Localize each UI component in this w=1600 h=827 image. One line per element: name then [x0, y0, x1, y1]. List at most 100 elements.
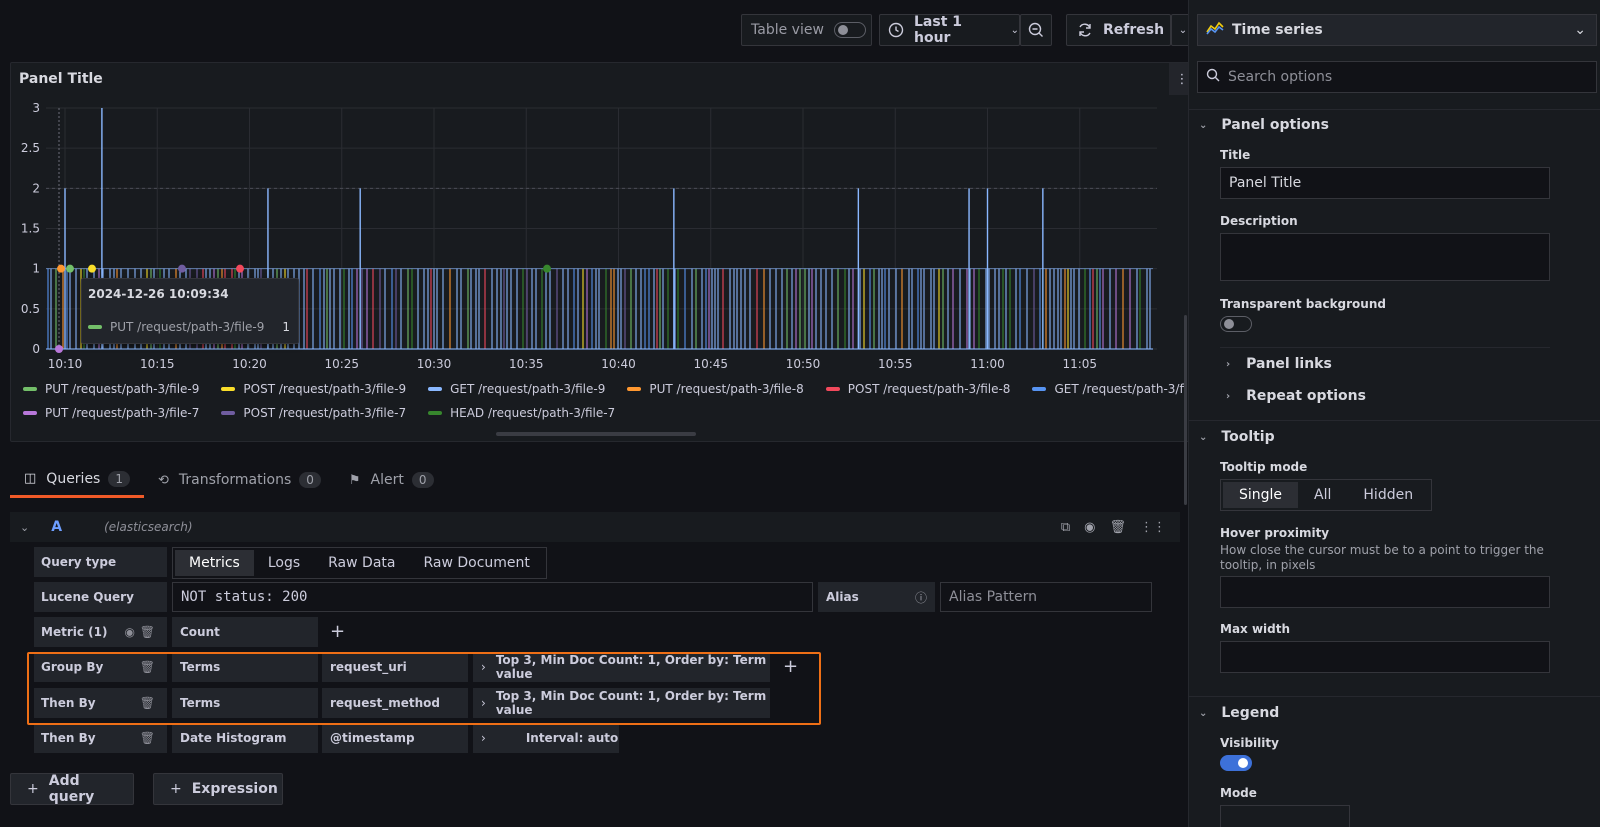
then-by-2-settings[interactable]: › Interval: auto	[473, 723, 619, 753]
chevron-down-icon[interactable]: ⌄	[20, 520, 30, 534]
query-type-label: Query type	[34, 547, 167, 577]
group-by-field-select[interactable]: request_uri	[322, 652, 468, 682]
zoom-out-button[interactable]	[1020, 14, 1052, 46]
x-tick-label: 10:20	[232, 357, 267, 371]
alias-input[interactable]: Alias Pattern	[940, 582, 1152, 612]
tab-label: Alert	[370, 472, 404, 488]
trash-icon[interactable]: 🗑	[1109, 519, 1126, 535]
x-tick-label: 10:40	[601, 357, 636, 371]
legend-item[interactable]: GET /request/path-3/file-9	[428, 382, 605, 396]
tooltip-section-header[interactable]: ⌄ Tooltip	[1199, 429, 1275, 445]
tab-count: 0	[299, 472, 321, 488]
add-metric-icon[interactable]: +	[330, 621, 346, 642]
legend-item[interactable]: GET /request/path-3/file-8	[1032, 382, 1210, 396]
hover-proximity-label: Hover proximity	[1220, 526, 1330, 540]
x-tick-label: 10:45	[693, 357, 728, 371]
hover-proximity-description: How close the cursor must be to a point …	[1220, 543, 1544, 572]
chevron-down-icon: ⌄	[1178, 24, 1188, 36]
legend-item[interactable]: PUT /request/path-3/file-8	[627, 382, 804, 396]
table-view-switch[interactable]	[833, 22, 866, 38]
repeat-options-header[interactable]: › Repeat options	[1220, 388, 1550, 404]
then-by-settings-text: Top 3, Min Doc Count: 1, Order by: Term …	[495, 689, 767, 717]
hover-point	[236, 264, 244, 273]
tab-count: 1	[108, 470, 130, 487]
tooltip-mode-hidden[interactable]: Hidden	[1363, 487, 1414, 503]
metric-label-text: Metric (1)	[41, 625, 108, 639]
eye-icon[interactable]: ◉	[1084, 519, 1096, 535]
then-by-2-type-select[interactable]: Date Histogram	[172, 723, 318, 753]
chevron-right-icon: ›	[1226, 358, 1231, 370]
query-header: ⌄ A (elasticsearch) ⧉ ◉ 🗑 ⋮⋮	[10, 512, 1180, 542]
query-type-logs[interactable]: Logs	[267, 555, 301, 571]
add-group-by-icon[interactable]: +	[783, 656, 799, 677]
tab-alert[interactable]: ⚑ Alert 0	[335, 462, 448, 498]
x-tick-label: 10:25	[324, 357, 359, 371]
tooltip-series: PUT /request/path-3/file-9	[110, 320, 265, 334]
description-input[interactable]	[1220, 233, 1550, 281]
then-by-2-label-text: Then By	[41, 731, 96, 745]
expression-button[interactable]: + Expression	[153, 773, 283, 805]
tab-queries[interactable]: ◫ Queries 1	[10, 462, 144, 498]
search-options-input[interactable]: Search options	[1197, 61, 1597, 93]
options-sidebar: Time series ⌄ Search options ⌄ Panel opt…	[1189, 0, 1600, 827]
panel-links-header[interactable]: › Panel links	[1220, 356, 1550, 372]
query-letter[interactable]: A	[51, 519, 63, 535]
tooltip-timestamp: 2024-12-26 10:09:34	[88, 287, 229, 301]
tooltip-mode-all[interactable]: All	[1314, 487, 1332, 503]
trash-icon[interactable]: 🗑	[139, 696, 155, 710]
legend-item[interactable]: POST /request/path-3/file-9	[221, 382, 406, 396]
group-by-type-select[interactable]: Terms	[172, 652, 318, 682]
query-type-raw-data[interactable]: Raw Data	[328, 555, 396, 571]
refresh-button[interactable]: Refresh	[1066, 14, 1171, 46]
splitter[interactable]	[1188, 0, 1189, 827]
visualization-picker[interactable]: Time series ⌄	[1197, 14, 1597, 46]
trash-icon[interactable]: 🗑	[139, 660, 155, 674]
legend-item[interactable]: PUT /request/path-3/file-9	[23, 382, 199, 396]
eye-icon[interactable]: ◉	[124, 625, 135, 639]
legend-mode-selector[interactable]	[1220, 805, 1350, 827]
legend-item[interactable]: PUT /request/path-3/file-7	[23, 406, 199, 420]
tooltip-mode-single[interactable]: Single	[1223, 482, 1299, 508]
time-series-panel: Panel Title ⋮ 0 0.5 1 1.5 2 2.5 3 10:10 10:15 10:…	[10, 62, 1210, 442]
legend-swatch	[825, 387, 840, 391]
panel-options-header[interactable]: ⌄ Panel options	[1199, 117, 1329, 133]
lucene-query-input[interactable]: NOT status: 200	[172, 582, 813, 612]
chart-area[interactable]: 0 0.5 1 1.5 2 2.5 3 10:10 10:15 10:20 10:25 10:30 10…	[11, 63, 1197, 373]
legend-visibility-toggle[interactable]	[1220, 755, 1252, 771]
table-view-toggle[interactable]: Table view	[741, 14, 872, 46]
info-icon[interactable]: ⓘ	[914, 590, 927, 605]
add-query-button[interactable]: + Add query	[10, 773, 134, 805]
legend-item[interactable]: POST /request/path-3/file-8	[825, 382, 1010, 396]
legend-section-header[interactable]: ⌄ Legend	[1199, 705, 1279, 721]
trash-icon[interactable]: 🗑	[139, 731, 155, 745]
chevron-down-icon: ⌄	[1574, 22, 1586, 38]
query-type-raw-document[interactable]: Raw Document	[423, 555, 530, 571]
legend-swatch	[221, 387, 236, 391]
trash-icon[interactable]: 🗑	[139, 625, 155, 639]
then-by-field-select[interactable]: request_method	[322, 688, 468, 718]
tab-transformations[interactable]: ⟲ Transformations 0	[144, 462, 335, 498]
hover-proximity-input[interactable]	[1220, 576, 1550, 608]
panel-resize-handle[interactable]	[496, 432, 696, 436]
visibility-label: Visibility	[1220, 736, 1279, 750]
legend-item[interactable]: POST /request/path-3/file-7	[221, 406, 406, 420]
max-width-input[interactable]	[1220, 641, 1550, 673]
editor-scrollbar[interactable]	[1184, 315, 1187, 505]
query-actions: ⧉ ◉ 🗑 ⋮⋮	[1061, 512, 1166, 542]
transparent-toggle[interactable]	[1220, 316, 1252, 332]
hover-point	[543, 264, 551, 273]
then-by-2-field-select[interactable]: @timestamp	[322, 723, 468, 753]
then-by-settings[interactable]: › Top 3, Min Doc Count: 1, Order by: Ter…	[473, 688, 770, 718]
legend-item[interactable]: HEAD /request/path-3/file-7	[428, 406, 615, 420]
group-by-settings[interactable]: › Top 3, Min Doc Count: 1, Order by: Ter…	[473, 652, 770, 682]
tooltip-mode-selector: Single All Hidden	[1220, 479, 1433, 511]
query-type-metrics[interactable]: Metrics	[175, 550, 254, 576]
copy-icon[interactable]: ⧉	[1060, 519, 1071, 535]
drag-handle-icon[interactable]: ⋮⋮	[1140, 519, 1166, 535]
then-by-type-select[interactable]: Terms	[172, 688, 318, 718]
time-range-picker[interactable]: Last 1 hour ⌄	[879, 14, 1020, 46]
title-input[interactable]: Panel Title	[1220, 167, 1550, 199]
metric-type-select[interactable]: Count	[172, 617, 318, 647]
title-label: Title	[1220, 148, 1251, 162]
legend-row: PUT /request/path-3/file-9 POST /request/…	[23, 377, 1210, 401]
